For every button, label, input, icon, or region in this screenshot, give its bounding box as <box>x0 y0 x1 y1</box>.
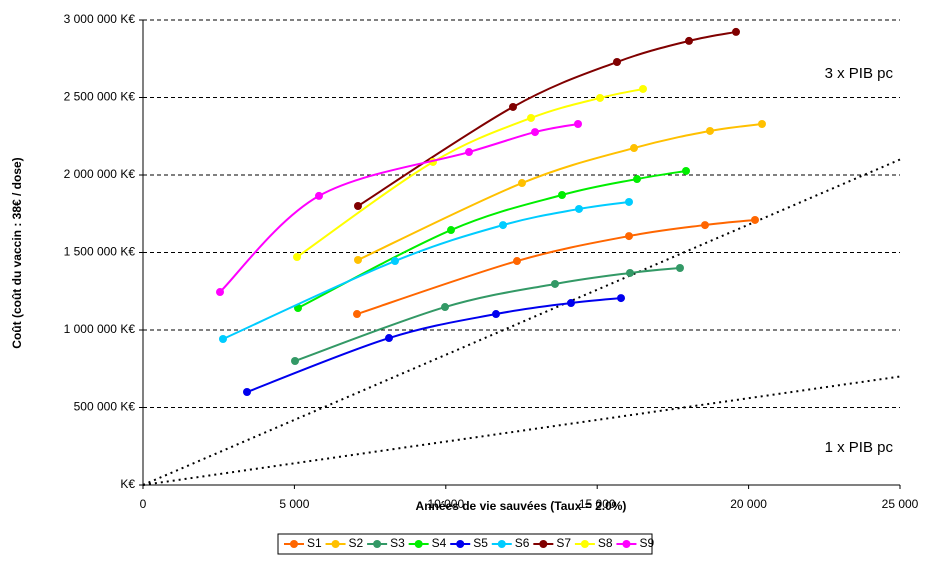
data-point <box>685 36 694 45</box>
y-axis-title: Coût (coût du vaccin : 38€ / dose) <box>10 157 24 348</box>
data-point <box>527 113 536 122</box>
y-tick-label: K€ <box>120 477 135 491</box>
data-point <box>517 179 526 188</box>
x-tick-label: 15 000 <box>579 497 616 511</box>
x-axis-title: Années de vie sauvées (Taux = 2.0%) <box>416 499 627 513</box>
data-point <box>390 257 399 266</box>
legend-marker <box>580 540 589 548</box>
data-point <box>613 58 622 67</box>
data-point <box>216 288 225 297</box>
y-tick-label: 1 000 000 K€ <box>64 322 136 336</box>
legend-label: S3 <box>390 536 405 550</box>
legend-marker <box>622 540 631 548</box>
data-point <box>625 268 634 277</box>
y-tick-label: 3 000 000 K€ <box>64 12 136 26</box>
legend-marker <box>497 540 506 548</box>
data-point <box>447 226 456 235</box>
data-point <box>574 120 583 129</box>
reference-line <box>142 375 901 486</box>
data-point <box>512 257 521 266</box>
legend-label: S7 <box>556 536 571 550</box>
data-point <box>624 197 633 206</box>
data-point <box>682 166 691 175</box>
legend-marker <box>456 540 465 548</box>
legend-label: S4 <box>432 536 447 550</box>
legend-label: S6 <box>515 536 530 550</box>
x-tick-label: 20 000 <box>730 497 767 511</box>
annotation: 3 x PIB pc <box>825 65 894 82</box>
data-point <box>441 303 450 312</box>
series-line <box>246 297 622 393</box>
y-tick-label: 500 000 K€ <box>74 400 136 414</box>
data-point <box>558 190 567 199</box>
data-point <box>732 27 741 36</box>
data-point <box>629 144 638 153</box>
data-point <box>624 232 633 241</box>
legend-marker <box>373 540 382 548</box>
data-point <box>550 279 559 288</box>
data-point <box>352 310 361 319</box>
series-line <box>297 169 687 309</box>
series-line <box>294 267 681 362</box>
legend-marker <box>539 540 548 548</box>
series-line <box>356 218 756 315</box>
data-point <box>596 93 605 102</box>
data-point <box>639 84 648 93</box>
data-point <box>531 128 540 137</box>
data-point <box>750 215 759 224</box>
data-point <box>617 294 626 303</box>
y-tick-label: 1 500 000 K€ <box>64 245 136 259</box>
y-tick-label: 2 000 000 K€ <box>64 167 136 181</box>
legend-label: S8 <box>598 536 613 550</box>
annotation: 1 x PIB pc <box>825 439 894 456</box>
data-point <box>498 221 507 230</box>
y-tick-label: 2 500 000 K€ <box>64 90 136 104</box>
data-point <box>314 191 323 200</box>
data-point <box>492 310 501 319</box>
legend-label: S1 <box>307 536 322 550</box>
data-point <box>353 202 362 210</box>
data-point <box>464 148 473 157</box>
legend-marker <box>331 540 340 548</box>
series-line <box>357 123 763 261</box>
data-point <box>575 204 584 213</box>
data-point <box>293 252 302 261</box>
legend-label: S5 <box>473 536 488 550</box>
data-point <box>675 264 684 272</box>
data-point <box>291 357 300 365</box>
data-point <box>633 175 642 184</box>
series-line <box>296 87 644 258</box>
legend-label: S9 <box>639 536 654 550</box>
series-line <box>219 123 579 293</box>
data-point <box>508 102 517 111</box>
legend-marker <box>414 540 423 548</box>
legend-label: S2 <box>349 536 364 550</box>
data-point <box>567 299 576 308</box>
data-point <box>353 255 362 264</box>
data-point <box>243 388 252 396</box>
data-point <box>705 126 714 135</box>
x-tick-label: 5 000 <box>279 497 309 511</box>
data-point <box>384 334 393 343</box>
legend-marker <box>290 540 298 548</box>
x-tick-label: 0 <box>140 497 147 511</box>
reference-line <box>142 158 901 486</box>
x-tick-label: 25 000 <box>882 497 919 511</box>
series-line <box>357 30 737 207</box>
data-point <box>700 221 709 230</box>
series-line <box>222 200 630 340</box>
data-point <box>757 120 766 129</box>
x-tick-label: 10 000 <box>427 497 464 511</box>
data-point <box>218 334 227 343</box>
